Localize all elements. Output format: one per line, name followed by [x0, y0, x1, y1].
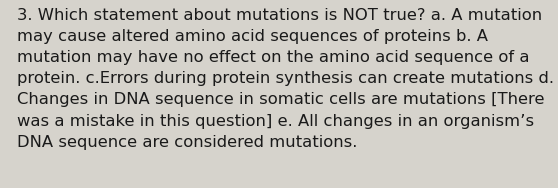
Text: 3. Which statement about mutations is NOT true? a. A mutation
may cause altered : 3. Which statement about mutations is NO…	[17, 8, 554, 150]
